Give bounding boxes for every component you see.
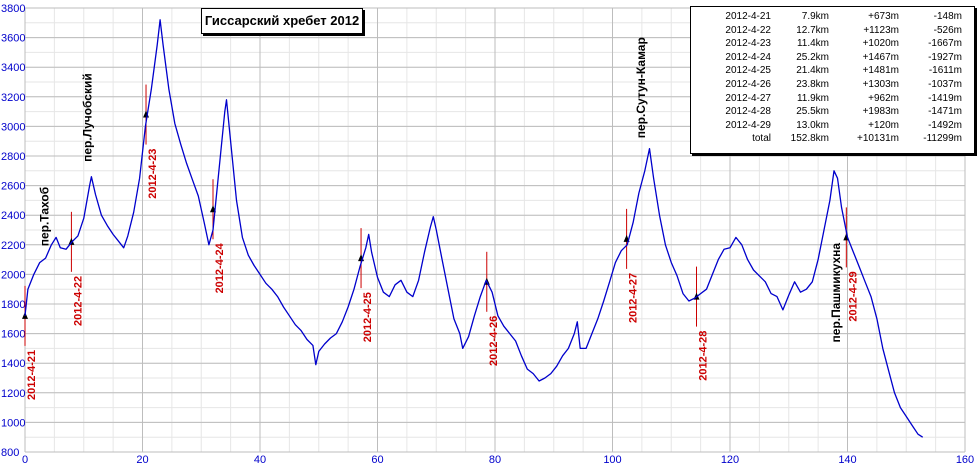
y-tick-label: 2400 (1, 210, 25, 222)
stats-distance: 152.8km (790, 133, 829, 145)
stats-date: 2012-4-24 (725, 51, 771, 63)
x-tick-label: 140 (838, 454, 856, 465)
day-marker-label: 2012-4-26 (488, 316, 500, 366)
stats-date: 2012-4-28 (725, 106, 771, 118)
day-marker-label: 2012-4-27 (628, 273, 640, 323)
axis-tick-labels: 0 20 40 60 80 100 120 140 160 800 1000 1200 1400 1600… (1, 3, 974, 465)
chart-title: Гиссарский хребет 2012 (201, 8, 363, 34)
y-tick-label: 1800 (1, 299, 25, 311)
stats-descent: -1927m (928, 51, 962, 63)
stats-row: 2012-4-22 12.7km +1123m -526m (691, 25, 974, 40)
x-tick-label: 160 (956, 454, 974, 465)
stats-row: 2012-4-24 25.2km +1467m -1927m (691, 52, 974, 67)
y-tick-label: 3600 (1, 33, 25, 45)
y-tick-label: 1400 (1, 358, 25, 370)
stats-row: 2012-4-25 21.4km +1481m -1611m (691, 65, 974, 80)
stats-date: 2012-4-29 (725, 119, 771, 131)
stats-date: 2012-4-22 (725, 24, 771, 36)
y-tick-label: 2600 (1, 181, 25, 193)
stats-distance: 25.5km (796, 106, 829, 118)
pass-label: пер.Пашмикухна (829, 243, 843, 343)
y-tick-label: 1600 (1, 329, 25, 341)
x-tick-label: 80 (489, 454, 501, 465)
y-tick-label: 800 (1, 447, 19, 459)
stats-row: 2012-4-26 23.8km +1303m -1037m (691, 79, 974, 94)
stats-row: total 152.8km +10131m -11299m (691, 133, 974, 148)
day-marker-triangle (68, 237, 75, 245)
y-tick-label: 2000 (1, 269, 25, 281)
x-tick-label: 0 (22, 454, 28, 465)
stats-date: 2012-4-26 (725, 79, 771, 90)
stats-descent: -1611m (928, 65, 962, 77)
day-marker-label: 2012-4-21 (26, 350, 38, 400)
stats-ascent: +1020m (862, 38, 899, 50)
stats-descent: -11299m (923, 133, 962, 145)
y-tick-label: 3800 (1, 3, 25, 15)
stats-descent: -1492m (928, 119, 962, 131)
y-tick-label: 2800 (1, 151, 25, 163)
elevation-profile-line (24, 19, 924, 438)
stats-descent: -1471m (928, 106, 962, 118)
stats-descent: -526m (933, 24, 962, 36)
pass-label: пер.Лучобский (80, 73, 94, 162)
stats-descent: -1419m (928, 92, 962, 104)
stats-date: 2012-4-25 (725, 65, 771, 77)
stats-date: 2012-4-21 (725, 11, 771, 22)
y-tick-label: 1200 (1, 388, 25, 400)
day-marker-label: 2012-4-29 (847, 271, 859, 321)
y-tick-label: 2200 (1, 240, 25, 252)
stats-ascent: +962m (868, 92, 899, 104)
stats-distance: 13.0km (796, 119, 829, 131)
stats-ascent: +1303m (862, 79, 899, 90)
stats-ascent: +120m (868, 119, 899, 131)
stats-ascent: +1983m (862, 106, 899, 118)
stats-distance: 12.7km (796, 24, 829, 36)
y-tick-label: 3000 (1, 121, 25, 133)
stats-date: 2012-4-23 (725, 38, 771, 50)
day-marker-label: 2012-4-24 (214, 242, 226, 293)
stats-ascent: +1123m (863, 24, 899, 36)
stats-distance: 11.9km (796, 92, 829, 104)
profile-line-layer (24, 19, 924, 438)
stats-ascent: +1467m (862, 51, 899, 63)
day-marker-label: 2012-4-25 (362, 292, 374, 342)
stats-ascent: +1481m (862, 65, 899, 77)
stats-ascent: +673m (868, 11, 899, 22)
stats-distance: 21.4km (796, 65, 829, 77)
stats-descent: -1037m (928, 79, 962, 90)
stats-distance: 25.2km (796, 51, 829, 63)
stats-table: 2012-4-21 7.9km +673m -148m 2012-4-22 12.7km +… (690, 6, 975, 154)
x-tick-label: 120 (721, 454, 739, 465)
stats-row: 2012-4-27 11.9km +962m -1419m (691, 93, 974, 108)
x-tick-label: 20 (136, 454, 148, 465)
chart-labels: пер.Тахоб пер.Лучобский пер.Сутун-Камар пер… (38, 37, 843, 342)
y-tick-label: 3200 (1, 92, 25, 104)
stats-date: total (752, 133, 771, 145)
stats-distance: 7.9km (801, 11, 829, 22)
stats-row: 2012-4-29 13.0km +120m -1492m (691, 120, 974, 135)
chart-grid (24, 7, 966, 453)
x-tick-label: 100 (603, 454, 621, 465)
stats-row: 2012-4-23 11.4km +1020m -1667m (691, 38, 974, 53)
day-marker-label: 2012-4-22 (72, 276, 84, 326)
x-tick-label: 60 (371, 454, 383, 465)
stats-row: 2012-4-28 25.5km +1983m -1471m (691, 106, 974, 121)
stats-distance: 23.8km (796, 79, 829, 90)
day-markers: 2012-4-21 2012-4-22 2012-4-23 2012-4-24 2012… (22, 84, 859, 400)
x-tick-label: 40 (254, 454, 266, 465)
y-tick-label: 1000 (1, 417, 25, 429)
pass-label: пер.Сутун-Камар (634, 37, 648, 138)
pass-label: пер.Тахоб (38, 187, 52, 246)
stats-descent: -1667m (928, 38, 962, 50)
stats-distance: 11.4km (796, 38, 829, 50)
stats-ascent: +10131m (857, 133, 899, 145)
day-marker-label: 2012-4-28 (698, 331, 710, 381)
day-marker-label: 2012-4-23 (147, 149, 159, 199)
stats-date: 2012-4-27 (725, 92, 771, 104)
stats-descent: -148m (933, 11, 962, 22)
stats-row: 2012-4-21 7.9km +673m -148m (691, 11, 974, 26)
y-tick-label: 3400 (1, 62, 25, 74)
